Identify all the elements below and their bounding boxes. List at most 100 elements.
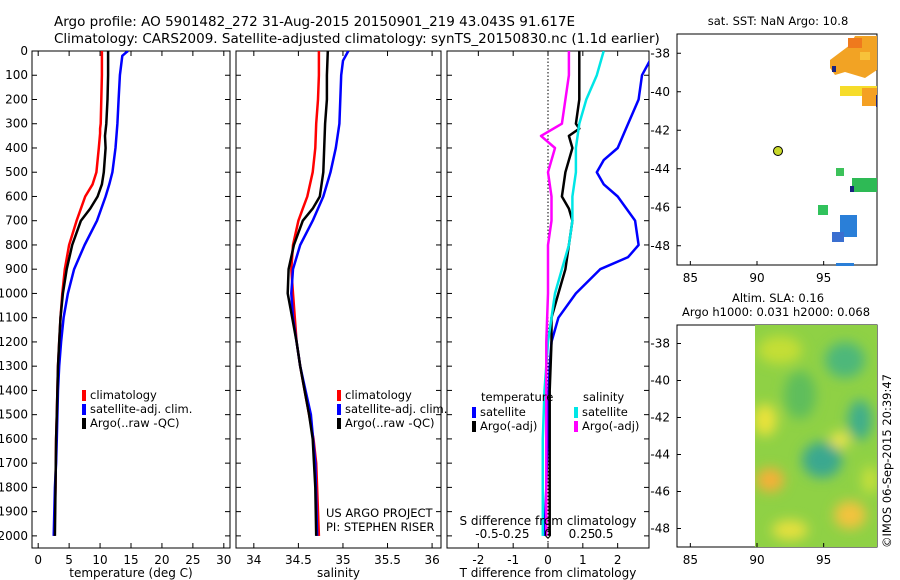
depth-tick-label: 800: [5, 238, 28, 252]
series-line-argo-adj-: [539, 51, 571, 536]
x-tick-label: 30: [216, 553, 231, 567]
map-y-tick-label: -42: [650, 411, 670, 425]
header-line-1: Argo profile: AO 5901482_272 31-Aug-2015…: [54, 14, 575, 30]
series-line-argo-raw-qc-: [286, 51, 330, 536]
sla-blob: [755, 404, 777, 436]
legend-label: satellite: [480, 405, 526, 419]
x-axis-label: T difference from climatology: [459, 566, 637, 580]
map-x-tick-label: 90: [749, 271, 764, 285]
top-tick-label: 0: [544, 527, 552, 541]
map-y-tick-label: -44: [650, 162, 670, 176]
depth-tick-label: 1000: [0, 286, 28, 300]
depth-tick-label: 700: [5, 214, 28, 228]
depth-tick-label: 1300: [0, 359, 28, 373]
sla-map-field: [755, 325, 877, 547]
top-axis-label: S difference from climatology: [460, 514, 637, 528]
series-line-argo-adj-: [548, 51, 581, 536]
x-tick-label: 10: [92, 553, 107, 567]
sla-blob: [830, 432, 850, 448]
x-tick-label: 2: [614, 553, 622, 567]
map-x-tick-label: 95: [816, 553, 831, 567]
depth-tick-label: 1400: [0, 383, 28, 397]
depth-tick-label: 2000: [0, 529, 28, 543]
series-group: [539, 51, 649, 536]
sst-patch: [836, 263, 854, 266]
top-tick-label: -0.25: [498, 527, 529, 541]
salinity-profile-chart: 34 34.5 35 35.5 36 salinity climatologysatelli…: [235, 50, 447, 580]
legend-group-title: salinity: [583, 390, 624, 404]
map-y-tick-label: -40: [650, 374, 670, 388]
difference-profile-chart: -2 -1 0 1 2T difference from climatology -0.5…: [446, 50, 650, 580]
sla-blob: [848, 400, 872, 440]
sla-blob: [758, 336, 802, 364]
x-axis-label: temperature (deg C): [69, 566, 192, 580]
legend-label: Argo(..raw -QC): [90, 416, 180, 430]
depth-tick-label: 600: [5, 189, 28, 203]
legend-swatch: [574, 407, 578, 418]
x-tick-label: 35: [335, 553, 350, 567]
depth-tick-label: 500: [5, 165, 28, 179]
depth-tick-label: 200: [5, 92, 28, 106]
x-tick-label: -2: [472, 553, 484, 567]
temperature-profile-chart: 0 5 10 15 20 25 300100200300400500600700800900…: [0, 44, 231, 580]
x-tick-label: -1: [507, 553, 519, 567]
legend-swatch: [337, 404, 341, 415]
sst-patch: [840, 215, 857, 237]
sst-patch: [840, 86, 877, 96]
map-y-tick-label: -48: [650, 239, 670, 253]
depth-tick-label: 1500: [0, 408, 28, 422]
depth-tick-label: 1200: [0, 335, 28, 349]
legend-label: climatology: [345, 388, 412, 402]
legend-label: satellite-adj. clim.: [90, 402, 192, 416]
sst-patch: [830, 36, 877, 78]
depth-tick-label: 0: [20, 44, 28, 58]
sla-blob: [802, 442, 842, 478]
sla-blob: [772, 520, 808, 540]
depth-tick-label: 300: [5, 117, 28, 131]
series-line-satellite: [541, 51, 605, 536]
map-x-tick-label: 85: [683, 271, 698, 285]
legend-swatch: [82, 418, 86, 429]
x-tick-label: 34: [246, 553, 261, 567]
depth-tick-label: 900: [5, 262, 28, 276]
sst-patch: [852, 178, 877, 192]
sst-patch: [832, 232, 844, 242]
x-tick-label: 1: [579, 553, 587, 567]
legend-swatch: [574, 421, 578, 432]
argo-position-marker: [773, 146, 783, 156]
legend-label: Argo(-adj): [582, 419, 639, 433]
sla-map-title: Altim. SLA: 0.16: [732, 291, 824, 305]
map-y-tick-label: -38: [650, 337, 670, 351]
sst-map-patches: [818, 36, 877, 266]
depth-tick-label: 1900: [0, 505, 28, 519]
top-tick-label: -0.5: [475, 527, 498, 541]
legend-swatch: [82, 404, 86, 415]
x-axis-label: salinity: [317, 566, 360, 580]
depth-tick-label: 1600: [0, 432, 28, 446]
x-tick-label: 36: [424, 553, 439, 567]
sst-patch: [848, 38, 862, 48]
legend-label: satellite-adj. clim.: [345, 402, 447, 416]
header-line-2: Climatology: CARS2009. Satellite-adjuste…: [54, 31, 660, 47]
sst-map: sat. SST: NaN Argo: 10.8 85 90 95 -38 -40 -42…: [650, 14, 878, 285]
depth-tick-label: 400: [5, 141, 28, 155]
x-tick-label: 0: [544, 553, 552, 567]
sla-blob: [834, 501, 866, 529]
legend-label: climatology: [90, 388, 157, 402]
series-group: [52, 51, 129, 536]
sla-map-subtitle: Argo h1000: 0.031 h2000: 0.068: [682, 305, 870, 319]
legend-swatch: [82, 390, 86, 401]
imos-timestamp: ©IMOS 06-Sep-2015 20:39:47: [880, 374, 894, 548]
map-x-tick-label: 85: [683, 553, 698, 567]
legend-group-title: temperature: [481, 390, 553, 404]
legend-label: satellite: [582, 405, 628, 419]
x-tick-label: 0: [34, 553, 42, 567]
legend-swatch: [337, 418, 341, 429]
map-y-tick-label: -42: [650, 123, 670, 137]
sst-patch: [862, 88, 877, 106]
sla-blob: [756, 468, 784, 492]
legend-label: Argo(-adj): [480, 419, 537, 433]
map-y-tick-label: -46: [650, 200, 670, 214]
x-tick-label: 5: [65, 553, 73, 567]
sst-patch: [818, 205, 828, 215]
